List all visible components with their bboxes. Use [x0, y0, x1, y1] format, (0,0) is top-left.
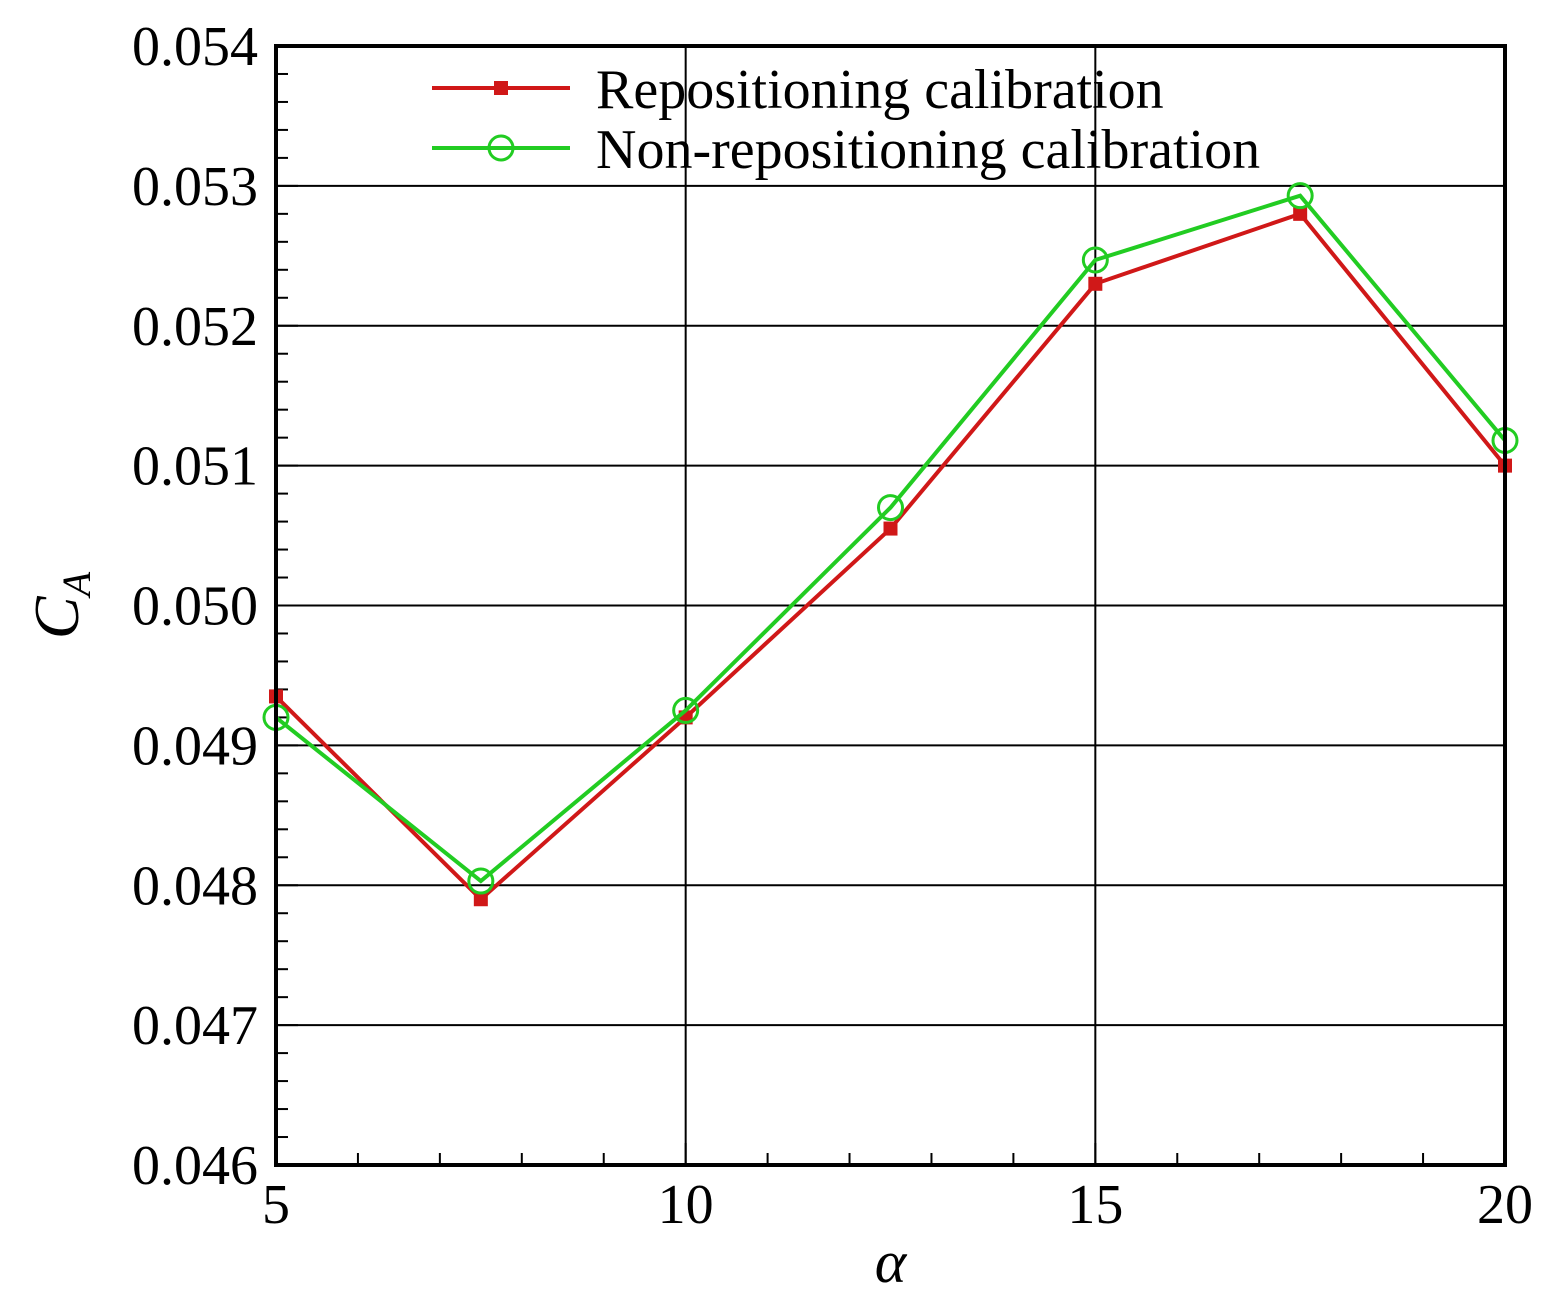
y-tick-label: 0.052 — [132, 296, 258, 358]
y-tick-label: 0.053 — [132, 156, 258, 218]
y-tick-label: 0.049 — [132, 715, 258, 777]
y-tick-label: 0.048 — [132, 855, 258, 917]
x-axis-title: α — [875, 1229, 908, 1295]
data-point — [672, 696, 700, 724]
x-tick-label: 20 — [1477, 1174, 1533, 1236]
legend-label: Non-repositioning calibration — [596, 119, 1260, 181]
y-axis-title-sub: A — [54, 571, 99, 599]
data-point — [1286, 182, 1314, 210]
data-point — [1081, 246, 1109, 274]
y-axis-title: CA — [21, 571, 99, 639]
y-tick-label: 0.050 — [132, 576, 258, 638]
legend: Repositioning calibrationNon-repositioni… — [432, 59, 1260, 181]
series-line — [274, 193, 1507, 884]
series-line — [274, 211, 1507, 902]
x-tick-label: 5 — [262, 1174, 290, 1236]
y-tick-label: 0.046 — [132, 1135, 258, 1197]
series-layer — [262, 182, 1519, 907]
legend-marker — [494, 81, 508, 95]
y-axis-title-main: C — [21, 595, 92, 639]
x-tick-label: 15 — [1067, 1174, 1123, 1236]
data-point — [877, 494, 904, 522]
grid — [276, 46, 1505, 1165]
data-point — [467, 867, 495, 895]
legend-label: Repositioning calibration — [596, 59, 1164, 121]
data-point — [1088, 276, 1103, 291]
data-point — [473, 892, 488, 907]
y-tick-label: 0.051 — [132, 436, 258, 498]
series-2 — [262, 182, 1519, 895]
series-1 — [269, 206, 1512, 907]
y-tick-label: 0.047 — [132, 995, 258, 1057]
legend-item: Non-repositioning calibration — [432, 119, 1260, 181]
plot-frame — [274, 44, 1507, 1167]
y-tick-label: 0.054 — [132, 16, 258, 78]
data-point — [883, 521, 898, 536]
tick-labels: 5 10 15 20 0.046 0.047 0.048 0.049 0.050 0.051 0.0… — [132, 16, 1533, 1236]
legend-marker — [487, 134, 515, 162]
x-tick-label: 10 — [658, 1174, 714, 1236]
legend-item: Repositioning calibration — [432, 59, 1164, 121]
data-point — [1293, 206, 1308, 221]
